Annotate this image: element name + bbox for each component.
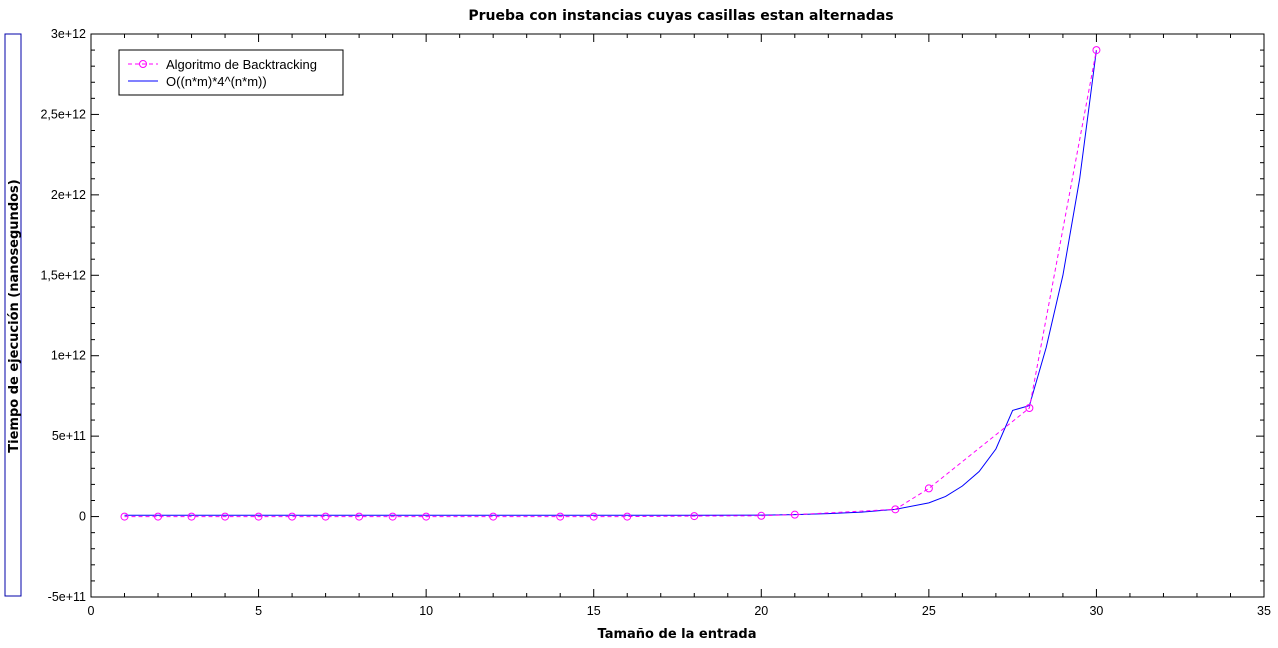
- y-axis-label-box: [4, 33, 22, 597]
- data-point-backtracking: [623, 512, 632, 521]
- y-tick-label: 2e+12: [51, 188, 86, 202]
- data-point-backtracking: [790, 510, 799, 519]
- data-point-backtracking: [187, 512, 196, 521]
- x-axis-label: Tamaño de la entrada: [598, 627, 757, 642]
- x-tick-label: 15: [587, 604, 601, 618]
- data-point-backtracking: [891, 505, 900, 514]
- y-tick-label: 2,5e+12: [40, 107, 86, 121]
- data-point-backtracking: [556, 512, 565, 521]
- series-layer: [120, 46, 1101, 521]
- legend: Algoritmo de Backtracking O((n*m)*4^(n*m…: [118, 49, 344, 96]
- data-point-backtracking: [288, 512, 297, 521]
- y-axis-label: Tiempo de ejecución (nanosegundos): [7, 179, 22, 452]
- plot-frame: [90, 33, 1265, 598]
- chart-title: Prueba con instancias cuyas casillas est…: [468, 8, 893, 24]
- data-point-backtracking: [321, 512, 330, 521]
- x-tick-label: 30: [1089, 604, 1103, 618]
- data-point-backtracking: [388, 512, 397, 521]
- y-tick-label: 5e+11: [52, 429, 86, 443]
- data-point-backtracking: [422, 512, 431, 521]
- x-tick-label: 5: [255, 604, 262, 618]
- y-axis-ticks: -5e+11 0 5e+11 1e+12 1,5e+12 2e+12 2,5e+12 3e+1…: [40, 27, 1264, 604]
- y-tick-label: 1,5e+12: [40, 268, 86, 282]
- data-point-backtracking: [120, 512, 129, 521]
- legend-box: [118, 49, 344, 96]
- y-tick-label: -5e+11: [48, 590, 86, 604]
- x-tick-label: 25: [922, 604, 936, 618]
- x-tick-label: 20: [754, 604, 768, 618]
- x-tick-label: 35: [1257, 604, 1271, 618]
- y-tick-label: 0: [79, 510, 86, 524]
- legend-label-backtracking: Algoritmo de Backtracking: [166, 57, 317, 72]
- data-point-backtracking: [1025, 403, 1034, 412]
- legend-marker-backtracking: [139, 60, 147, 68]
- data-point-backtracking: [154, 512, 163, 521]
- data-point-backtracking: [924, 484, 933, 493]
- y-tick-label: 1e+12: [51, 349, 86, 363]
- x-tick-label: 0: [88, 604, 95, 618]
- x-tick-label: 10: [419, 604, 433, 618]
- data-point-backtracking: [757, 511, 766, 520]
- y-tick-label: 3e+12: [51, 27, 86, 41]
- data-point-backtracking: [254, 512, 263, 521]
- x-axis-ticks: 0 5 10 15 20 25 30 35: [88, 34, 1271, 618]
- data-point-backtracking: [489, 512, 498, 521]
- data-point-backtracking: [589, 512, 598, 521]
- data-point-backtracking: [355, 512, 364, 521]
- data-point-backtracking: [690, 512, 699, 521]
- series-line-complexity: [124, 50, 1097, 516]
- series-line-backtracking: [124, 49, 1097, 518]
- legend-label-complexity: O((n*m)*4^(n*m)): [166, 74, 267, 89]
- data-point-backtracking: [1092, 46, 1101, 55]
- data-point-backtracking: [221, 512, 230, 521]
